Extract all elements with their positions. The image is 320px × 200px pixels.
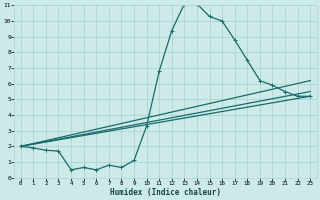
X-axis label: Humidex (Indice chaleur): Humidex (Indice chaleur)	[110, 188, 221, 197]
